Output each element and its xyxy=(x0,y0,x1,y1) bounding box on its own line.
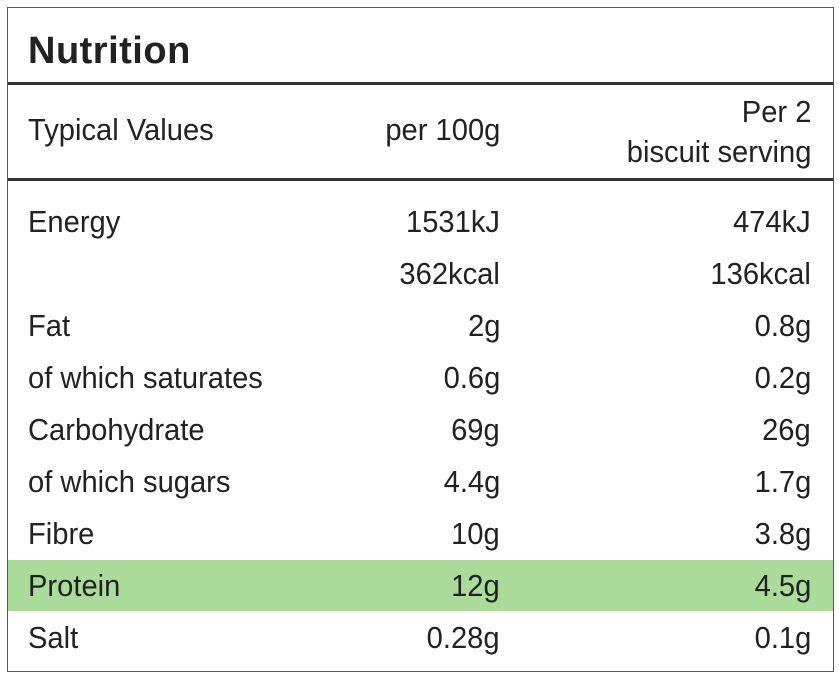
protein-highlight xyxy=(8,560,833,611)
row-per100: 362kcal xyxy=(399,256,500,291)
header-divider xyxy=(8,178,833,181)
panel-title: Nutrition xyxy=(28,30,191,72)
header-per-100g: per 100g xyxy=(384,112,500,147)
row-per100: 10g xyxy=(451,516,500,551)
row-per100: 4.4g xyxy=(443,464,500,499)
nutrition-panel: Nutrition Typical Values per 100g Per 2 … xyxy=(7,7,834,672)
row-serving: 0.1g xyxy=(754,620,811,655)
row-per100: 0.6g xyxy=(443,360,500,395)
row-label: Fibre xyxy=(28,516,95,551)
row-serving: 1.7g xyxy=(754,464,811,499)
row-label: Energy xyxy=(28,204,121,239)
row-serving: 0.8g xyxy=(754,308,811,343)
row-per100: 0.28g xyxy=(427,620,500,655)
row-label: Fat xyxy=(28,308,71,343)
row-serving: 136kcal xyxy=(710,256,811,291)
header-per-serving-line1: Per 2 xyxy=(741,94,811,129)
row-serving-protein: 4.5g xyxy=(754,568,811,603)
row-label: of which saturates xyxy=(28,360,263,395)
header-per-serving: Per 2 biscuit serving xyxy=(626,92,811,172)
row-per100-protein: 12g xyxy=(451,568,500,603)
title-divider xyxy=(8,82,833,85)
header-per-serving-line2: biscuit serving xyxy=(626,134,811,169)
row-serving: 26g xyxy=(762,412,811,447)
header-typical-values: Typical Values xyxy=(28,112,214,147)
row-per100: 1531kJ xyxy=(406,204,500,239)
row-label-protein: Protein xyxy=(28,568,121,603)
row-per100: 69g xyxy=(451,412,500,447)
row-label: Carbohydrate xyxy=(28,412,205,447)
row-label: Salt xyxy=(28,620,79,655)
row-serving: 474kJ xyxy=(733,204,811,239)
row-serving: 3.8g xyxy=(754,516,811,551)
row-per100: 2g xyxy=(467,308,500,343)
row-serving: 0.2g xyxy=(754,360,811,395)
row-label: of which sugars xyxy=(28,464,231,499)
